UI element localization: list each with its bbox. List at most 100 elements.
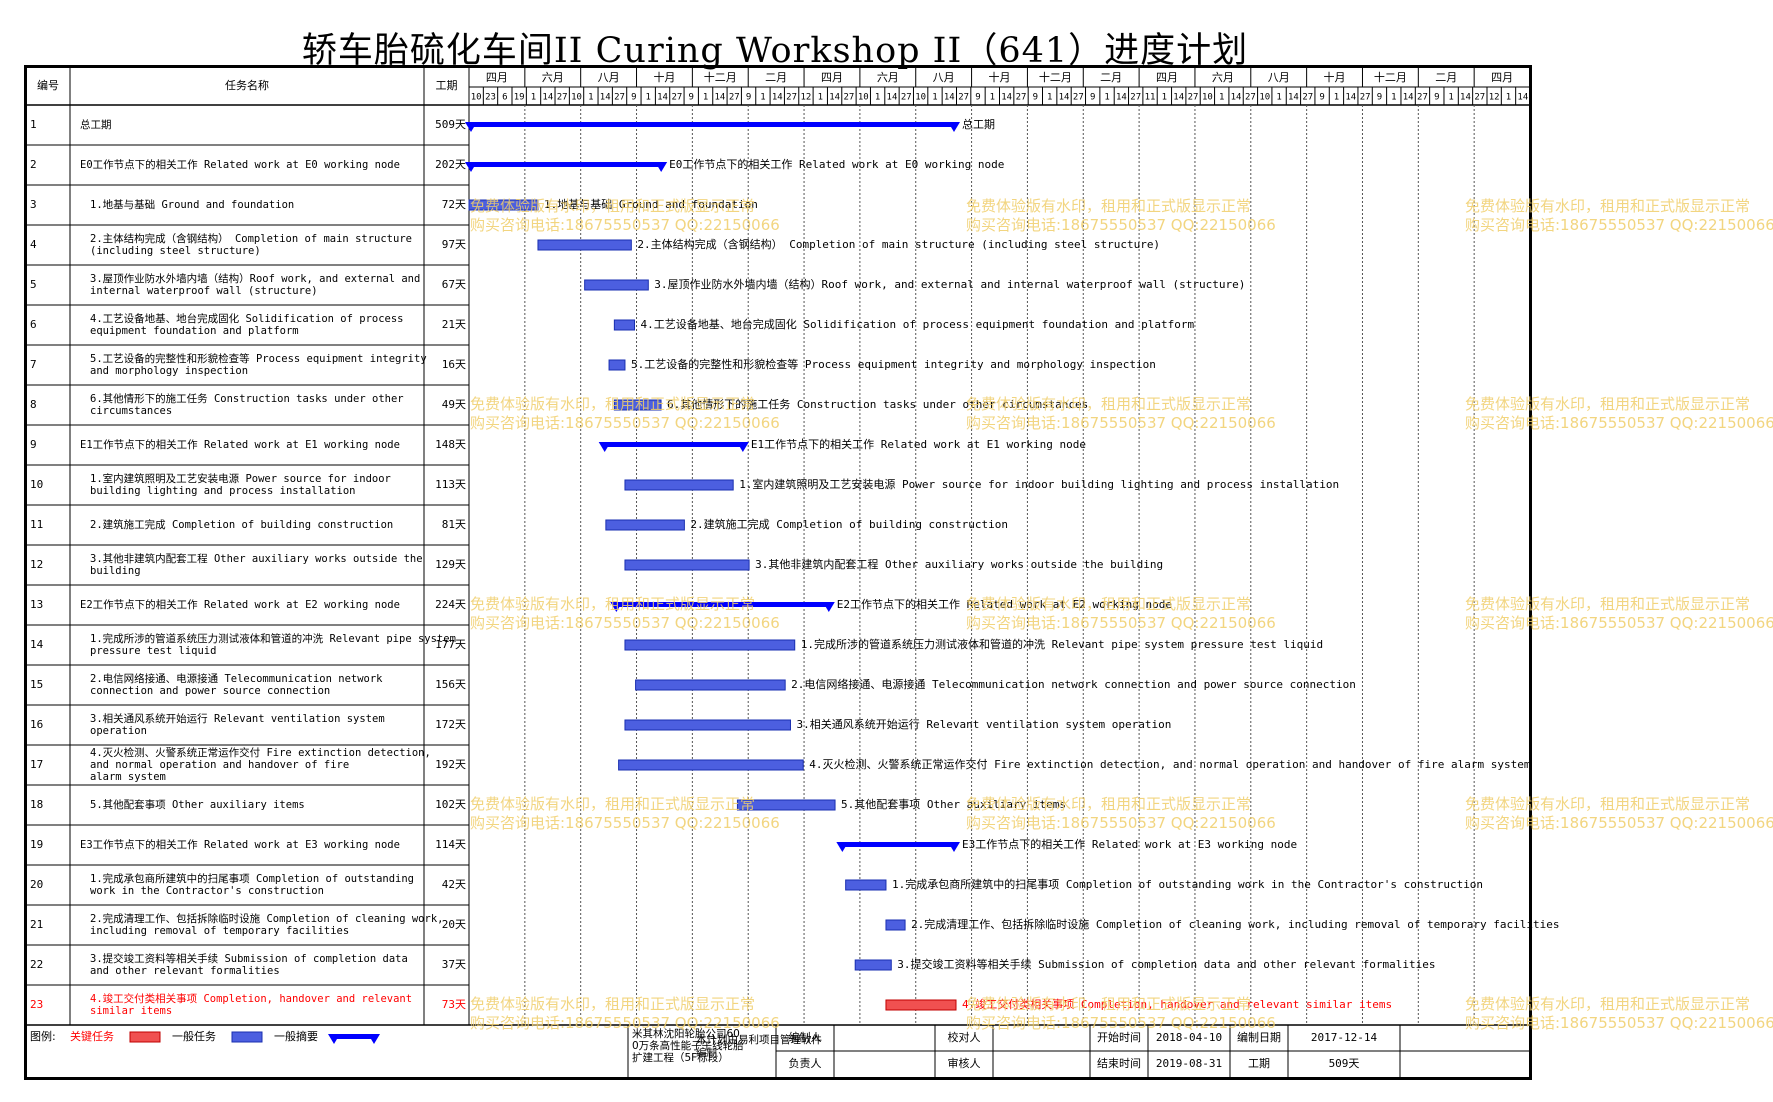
task-name: building xyxy=(90,565,141,577)
bar-label: 1.完成所涉的管道系统压力测试液体和管道的冲洗 Relevant pipe sy… xyxy=(801,637,1323,651)
day-label: 1 xyxy=(1047,93,1052,103)
footer-reviewer-label: 校对人 xyxy=(948,1030,981,1044)
day-label: 14 xyxy=(1116,93,1127,103)
day-label: 9 xyxy=(1033,93,1038,103)
day-label: 1 xyxy=(932,93,937,103)
day-label: 10 xyxy=(571,93,582,103)
day-label: 10 xyxy=(1259,93,1270,103)
day-label: 1 xyxy=(1448,93,1453,103)
bar-label: 3.提交竣工资料等相关手续 Submission of completion d… xyxy=(897,957,1435,971)
task-name: 2.电信网络接通、电源接通 Telecommunication network xyxy=(90,672,383,685)
day-label: 1 xyxy=(1391,93,1396,103)
task-name: including removal of temporary facilitie… xyxy=(90,925,349,937)
task-name: building lighting and process installati… xyxy=(90,485,356,497)
task-id: 23 xyxy=(30,998,43,1011)
summary-bar xyxy=(840,842,956,847)
day-label: 14 xyxy=(1231,93,1242,103)
footer-company: 0万条高性能子午线轮胎 xyxy=(632,1039,744,1052)
task-name: E3工作节点下的相关工作 Related work at E3 working … xyxy=(80,838,400,851)
task-duration: 192天 xyxy=(435,758,466,771)
day-label: 27 xyxy=(901,93,912,103)
bar-label: E0工作节点下的相关工作 Related work at E0 working … xyxy=(669,157,1004,171)
month-label: 六月 xyxy=(542,71,564,84)
legend-critical-label: 关键任务 xyxy=(70,1029,114,1043)
task-duration: 129天 xyxy=(435,558,466,571)
task-id: 20 xyxy=(30,878,43,891)
task-id: 22 xyxy=(30,958,43,971)
footer-principal-label: 负责人 xyxy=(789,1056,822,1070)
task-name: 总工期 xyxy=(80,118,112,131)
task-name: 1.室内建筑照明及工艺安装电源 Power source for indoor xyxy=(90,472,391,485)
task-name: 2.建筑施工完成 Completion of building construc… xyxy=(90,518,393,531)
summary-end-marker xyxy=(736,442,749,452)
footer-company: 米其林沈阳轮胎公司60 xyxy=(632,1027,740,1040)
day-label: 27 xyxy=(729,93,740,103)
task-id: 6 xyxy=(30,318,37,331)
task-id: 15 xyxy=(30,678,43,691)
task-duration: 97天 xyxy=(442,238,466,251)
month-label: 四月 xyxy=(1491,71,1513,84)
task-duration: 113天 xyxy=(435,478,466,491)
day-label: 27 xyxy=(1360,93,1371,103)
day-label: 14 xyxy=(887,93,898,103)
task-id: 3 xyxy=(30,198,37,211)
day-label: 1 xyxy=(818,93,823,103)
day-label: 14 xyxy=(1403,93,1414,103)
summary-bar xyxy=(614,602,831,607)
bar-label: 4.竣工交付类相关事项 Completion, handover and rel… xyxy=(962,997,1392,1011)
day-label: 19 xyxy=(514,93,525,103)
day-label: 1 xyxy=(1334,93,1339,103)
day-label: 9 xyxy=(689,93,694,103)
task-id: 21 xyxy=(30,918,43,931)
task-name: and morphology inspection xyxy=(90,365,248,377)
day-label: 14 xyxy=(829,93,840,103)
task-duration: 224天 xyxy=(435,598,466,611)
task-id: 16 xyxy=(30,718,43,731)
day-label: 10 xyxy=(1202,93,1213,103)
task-duration: 102天 xyxy=(435,798,466,811)
task-bar xyxy=(624,479,734,491)
legend-normal-label: 一般任务 xyxy=(172,1030,216,1043)
task-name: E1工作节点下的相关工作 Related work at E1 working … xyxy=(80,438,400,451)
header-id: 编号 xyxy=(37,78,59,92)
month-label: 八月 xyxy=(933,71,955,84)
day-label: 1 xyxy=(875,93,880,103)
footer-duration-label: 工期 xyxy=(1248,1057,1270,1070)
bar-label: 1.完成承包商所建筑中的扫尾事项 Completion of outstandi… xyxy=(892,877,1483,891)
task-duration: 202天 xyxy=(435,158,466,171)
task-id: 4 xyxy=(30,238,37,251)
task-duration: 156天 xyxy=(435,678,466,691)
day-label: 14 xyxy=(944,93,955,103)
day-label: 27 xyxy=(1130,93,1141,103)
task-id: 9 xyxy=(30,438,37,451)
day-label: 14 xyxy=(1001,93,1012,103)
task-id: 7 xyxy=(30,358,37,371)
day-label: 14 xyxy=(1059,93,1070,103)
day-label: 27 xyxy=(1016,93,1027,103)
task-id: 10 xyxy=(30,478,43,491)
task-id: 14 xyxy=(30,638,44,651)
footer-start-value: 2018-04-10 xyxy=(1156,1031,1222,1044)
task-name: 1.地基与基础 Ground and foundation xyxy=(90,198,294,211)
day-label: 14 xyxy=(657,93,668,103)
day-label: 27 xyxy=(1188,93,1199,103)
task-duration: 114天 xyxy=(435,838,466,851)
day-label: 1 xyxy=(1104,93,1109,103)
task-bar xyxy=(854,959,892,971)
summary-start-marker xyxy=(836,842,849,852)
summary-end-marker xyxy=(947,842,960,852)
task-bar xyxy=(613,399,662,411)
day-label: 10 xyxy=(915,93,926,103)
task-bar xyxy=(736,799,836,811)
day-label: 12 xyxy=(801,93,812,103)
task-duration: 37天 xyxy=(442,958,466,971)
day-label: 14 xyxy=(1345,93,1356,103)
footer-software: 编制 xyxy=(696,1046,717,1059)
day-label: 9 xyxy=(1434,93,1439,103)
footer-auditor-label: 审核人 xyxy=(948,1056,981,1070)
task-id: 5 xyxy=(30,278,37,291)
task-duration: 21天 xyxy=(442,318,466,331)
day-label: 14 xyxy=(542,93,553,103)
footer-duration-value: 509天 xyxy=(1329,1057,1360,1070)
month-label: 二月 xyxy=(1435,71,1457,84)
